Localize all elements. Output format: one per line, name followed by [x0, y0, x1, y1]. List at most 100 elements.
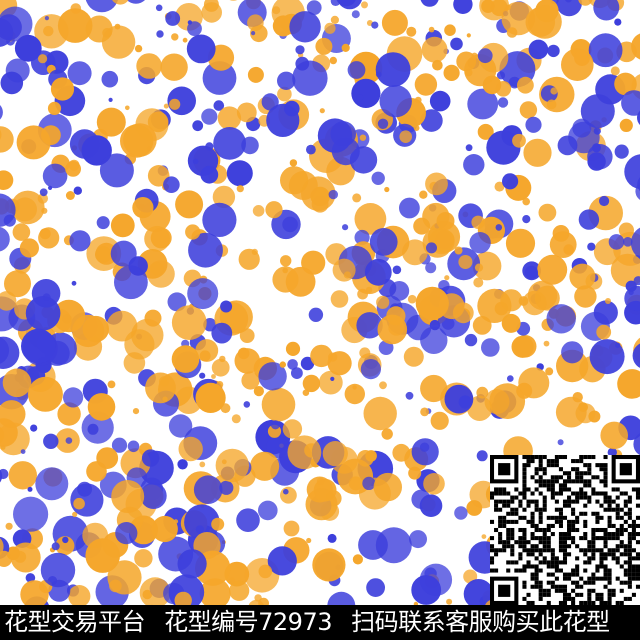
blue-dot [65, 437, 73, 444]
orange-dot [381, 9, 408, 36]
orange-dot [247, 14, 264, 31]
blue-dot [42, 163, 68, 189]
orange-dot [47, 101, 62, 115]
blue-dot [356, 94, 364, 102]
blue-dot [351, 10, 360, 19]
blue-dot [347, 61, 366, 79]
blue-dot [546, 304, 576, 334]
blue-dot [193, 475, 223, 505]
orange-dot [467, 395, 493, 421]
orange-dot [258, 564, 273, 579]
orange-dot [134, 549, 153, 568]
blue-dot [243, 401, 251, 408]
orange-dot [57, 402, 81, 426]
blue-dot [13, 496, 49, 532]
blue-dot [287, 359, 298, 370]
orange-dot [234, 348, 261, 374]
blue-dot [624, 154, 640, 190]
orange-dot [248, 599, 264, 605]
orange-dot [72, 511, 78, 517]
orange-dot [466, 33, 471, 38]
blue-dot [366, 578, 385, 597]
orange-dot [306, 537, 312, 544]
qr-code-icon [490, 455, 640, 605]
blue-dot [607, 447, 617, 458]
blue-dot [115, 522, 138, 545]
orange-dot [55, 536, 75, 556]
orange-dot [574, 50, 590, 66]
blue-dot [525, 116, 542, 133]
orange-dot [572, 392, 583, 403]
orange-dot [185, 224, 201, 240]
blue-dot [419, 442, 430, 452]
orange-dot [251, 248, 258, 255]
blue-dot [481, 338, 500, 357]
orange-dot [123, 123, 157, 157]
blue-dot [71, 280, 77, 286]
blue-dot [454, 506, 468, 520]
orange-dot [545, 367, 554, 376]
orange-dot [261, 387, 296, 422]
orange-dot [352, 193, 362, 203]
orange-dot [139, 577, 171, 605]
orange-dot [144, 309, 162, 327]
orange-dot [171, 305, 207, 340]
blue-dot [463, 154, 485, 176]
orange-dot [517, 76, 534, 94]
blue-dot [593, 127, 601, 135]
contact-label: 扫码联系客服购买此花型 [351, 608, 610, 636]
orange-dot [494, 181, 505, 192]
blue-dot [486, 130, 521, 165]
blue-dot [62, 536, 69, 544]
blue-dot [327, 591, 356, 605]
orange-dot [414, 73, 438, 96]
blue-dot [369, 228, 398, 256]
blue-dot [557, 135, 578, 156]
blue-dot [589, 339, 625, 375]
orange-dot [85, 15, 113, 43]
splatter-pattern [0, 0, 640, 605]
orange-dot [472, 251, 502, 281]
blue-dot [409, 530, 427, 549]
orange-dot [169, 98, 181, 110]
blue-dot [599, 195, 610, 207]
orange-dot [420, 407, 429, 417]
orange-dot [145, 372, 176, 404]
orange-dot [0, 418, 18, 447]
blue-dot [155, 4, 163, 12]
blue-dot [156, 30, 164, 38]
orange-dot [327, 351, 352, 376]
blue-dot [379, 85, 412, 118]
blue-dot [425, 262, 437, 274]
orange-dot [315, 37, 333, 55]
orange-dot [365, 286, 373, 294]
orange-dot [65, 161, 81, 177]
blue-dot [35, 467, 69, 501]
blue-dot [306, 144, 316, 155]
orange-dot [136, 53, 162, 79]
blue-dot [469, 232, 491, 254]
blue-dot [371, 21, 379, 29]
orange-dot [211, 374, 216, 379]
orange-dot [8, 461, 38, 490]
blue-dot [165, 11, 181, 26]
blue-dot [389, 281, 410, 301]
blue-dot [266, 103, 300, 137]
orange-dot [415, 286, 449, 320]
orange-dot [254, 594, 262, 602]
blue-dot [289, 11, 321, 43]
orange-dot [550, 87, 558, 95]
orange-dot [458, 255, 473, 269]
orange-dot [563, 244, 574, 255]
orange-dot [112, 0, 129, 5]
orange-dot [421, 36, 448, 63]
orange-dot [82, 522, 109, 549]
orange-dot [413, 601, 419, 605]
orange-dot [617, 369, 640, 399]
blue-dot [258, 500, 278, 521]
orange-dot [2, 368, 32, 398]
orange-dot [109, 579, 122, 593]
orange-dot [20, 580, 49, 605]
blue-dot [578, 209, 600, 230]
blue-dot [43, 433, 59, 449]
